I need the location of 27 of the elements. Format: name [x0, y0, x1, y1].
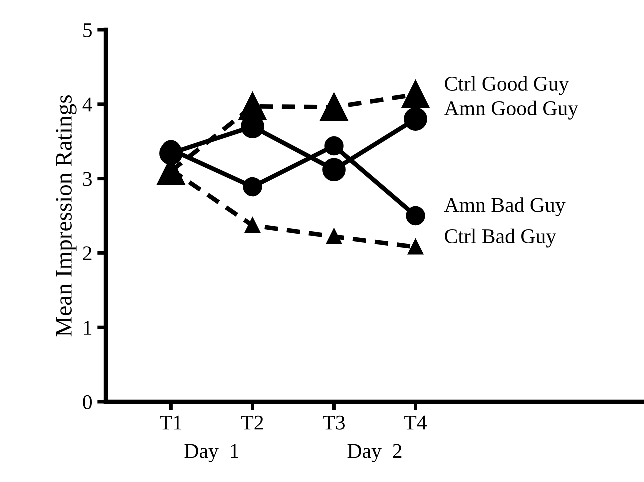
text: Day 1 [184, 444, 238, 463]
y-axis-title: Mean Impression Ratings [56, 96, 77, 337]
text: Day 2 [348, 444, 402, 463]
y-tick-label: 4 [82, 98, 92, 112]
series-label: Amn Good Guy [444, 100, 578, 120]
point [402, 80, 430, 108]
y-tick-label: 1 [84, 321, 92, 335]
point [320, 94, 348, 122]
point [245, 218, 260, 234]
point [324, 136, 344, 156]
point [326, 229, 342, 244]
y-tick-label: 2 [83, 246, 92, 260]
point [406, 206, 426, 226]
point [408, 240, 424, 255]
x-tick-label: T3 [323, 416, 345, 430]
series-label: Amn Bad Guy [444, 198, 566, 217]
y-tick-label: 3 [83, 172, 92, 186]
x-tick-label: T4 [404, 416, 428, 430]
point [322, 158, 346, 182]
y-tick-label: 0 [83, 395, 92, 410]
point [243, 177, 262, 197]
y-tick-label: 5 [84, 24, 92, 38]
x-tick-label: T1 [160, 416, 182, 430]
series-label: Ctrl Good Guy [445, 76, 570, 96]
point [404, 108, 428, 131]
x-tick-label: T2 [242, 416, 264, 430]
series-label: Ctrl Bad Guy [445, 228, 556, 248]
